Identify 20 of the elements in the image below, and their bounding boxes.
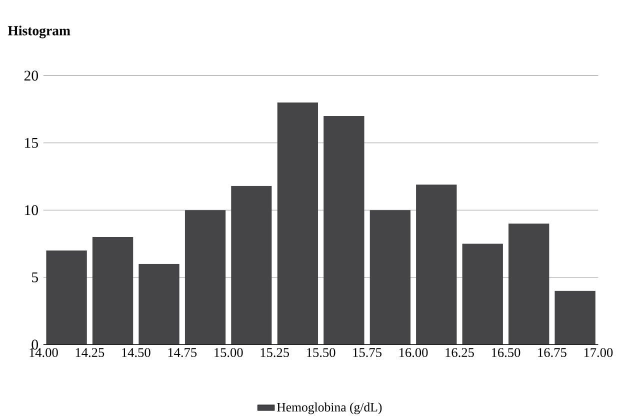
y-tick-label: 10 bbox=[25, 204, 38, 215]
x-tick-label: 16.50 bbox=[492, 348, 520, 357]
x-tick-label: 15.50 bbox=[307, 348, 336, 357]
x-tick-label: 15.25 bbox=[260, 348, 290, 357]
x-tick-label: 16.75 bbox=[538, 348, 566, 357]
x-tick-label: 14.50 bbox=[122, 348, 150, 357]
legend-label: Hemoglobina (g/dL) bbox=[276, 402, 382, 414]
x-tick-label: 15.00 bbox=[214, 348, 243, 357]
y-tick-label: 15 bbox=[25, 138, 38, 148]
x-tick-label: 14.75 bbox=[168, 348, 197, 357]
x-tick-label: 14.00 bbox=[30, 348, 58, 357]
x-tick-label: 16.25 bbox=[446, 348, 474, 357]
x-tick-label: 16.00 bbox=[399, 348, 428, 357]
y-tick-label: 0 bbox=[32, 339, 38, 350]
x-tick-label: 17.00 bbox=[584, 348, 613, 357]
x-tick-label: 14.25 bbox=[76, 348, 104, 357]
y-tick-label: 20 bbox=[24, 70, 38, 80]
x-tick-label: 15.75 bbox=[353, 348, 382, 357]
chart-title: Histogram bbox=[8, 25, 70, 38]
y-tick-label: 5 bbox=[32, 272, 38, 282]
